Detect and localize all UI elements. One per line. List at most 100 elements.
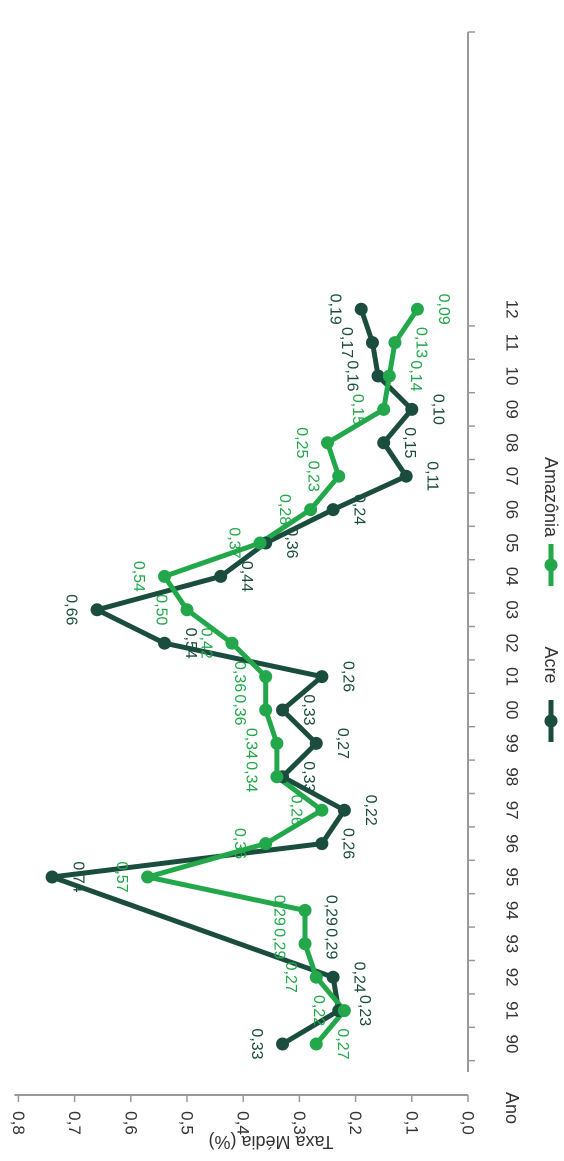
category-tick-label: 93: [503, 934, 522, 953]
data-point: [354, 302, 368, 316]
category-tick-label: 94: [503, 901, 522, 920]
data-point: [399, 469, 413, 483]
legend-swatch-marker: [544, 558, 558, 572]
category-tick-label: 04: [503, 567, 522, 586]
data-label: 0,17: [338, 327, 355, 358]
category-tick-label: 07: [503, 467, 522, 486]
data-label: 0,16: [344, 360, 361, 391]
data-point: [259, 703, 273, 717]
data-label: 0,14: [407, 360, 424, 391]
data-point: [315, 837, 329, 851]
data-label: 0,19: [327, 294, 344, 325]
data-point: [253, 536, 267, 550]
category-tick-label: 97: [503, 801, 522, 820]
data-point: [332, 469, 346, 483]
data-point: [337, 803, 351, 817]
data-label: 0,29: [271, 928, 288, 959]
data-label: 0,29: [323, 895, 340, 926]
category-tick-label: 90: [503, 1035, 522, 1054]
data-label: 0,74: [70, 861, 87, 892]
data-label: 0,09: [435, 294, 452, 325]
data-point: [158, 569, 172, 583]
category-tick-label: 05: [503, 534, 522, 553]
data-label: 0,24: [351, 494, 368, 525]
data-label: 0,50: [153, 594, 170, 625]
data-label: 0,23: [304, 461, 321, 492]
data-point: [259, 837, 273, 851]
data-label: 0,36: [231, 661, 248, 692]
category-tick-label: 09: [503, 400, 522, 419]
data-label: 0,29: [323, 928, 340, 959]
data-label: 0,28: [276, 494, 293, 525]
category-tick-label: 08: [503, 433, 522, 452]
category-tick-label: 03: [503, 600, 522, 619]
legend-item-acre: Acre: [541, 646, 561, 742]
data-point: [315, 803, 329, 817]
value-tick-label: 0,3: [290, 1111, 309, 1135]
category-tick-label: 12: [503, 300, 522, 319]
data-label: 0,23: [356, 995, 373, 1026]
category-tick-label: 11: [503, 334, 522, 352]
data-point: [270, 770, 284, 784]
data-point: [377, 402, 391, 416]
category-tick-label: 95: [503, 868, 522, 887]
data-point: [259, 670, 273, 684]
legend: Acre Amazônia: [541, 457, 561, 742]
value-tick-label: 0,8: [9, 1111, 28, 1135]
value-tick-label: 0,0: [459, 1111, 478, 1135]
legend-label: Amazônia: [541, 457, 561, 538]
data-point: [377, 436, 391, 450]
value-tick-label: 0,4: [234, 1111, 253, 1135]
data-point: [337, 1004, 351, 1018]
data-point: [315, 670, 329, 684]
legend-swatch-marker: [544, 714, 558, 728]
data-label: 0,33: [300, 694, 317, 725]
data-label: 0,27: [282, 962, 299, 993]
category-axis-title: Ano: [502, 1092, 522, 1124]
data-point: [371, 369, 385, 383]
data-label: 0,26: [339, 828, 356, 859]
data-point: [45, 870, 59, 884]
data-label: 0,29: [271, 895, 288, 926]
data-point: [298, 937, 312, 951]
data-point: [180, 603, 194, 617]
data-label: 0,15: [401, 427, 418, 458]
data-label: 0,33: [300, 761, 317, 792]
data-label: 0,26: [287, 795, 304, 826]
data-point: [326, 970, 340, 984]
category-tick-label: 99: [503, 734, 522, 753]
data-point: [90, 603, 104, 617]
data-point: [141, 870, 155, 884]
data-label: 0,15: [349, 394, 366, 425]
data-label: 0,44: [238, 561, 255, 592]
data-label: 0,36: [231, 694, 248, 725]
data-point: [304, 503, 318, 517]
data-label: 0,36: [231, 828, 248, 859]
data-point: [388, 336, 402, 350]
data-point: [270, 736, 284, 750]
data-point: [410, 302, 424, 316]
legend-item-amazônia: Amazônia: [541, 457, 561, 586]
axes: 90 91 92 93 94 95 96 97 98 99 00 01 02 03 04 05 06 07 08 09…: [9, 31, 522, 1152]
data-point: [276, 1037, 290, 1051]
category-tick-label: 10: [503, 367, 522, 386]
data-label: 0,57: [113, 861, 130, 892]
category-tick-label: 02: [503, 634, 522, 653]
data-point: [326, 503, 340, 517]
legend-label: Acre: [541, 646, 561, 683]
data-label: 0,22: [362, 795, 379, 826]
category-tick-label: 06: [503, 500, 522, 519]
data-label: 0,27: [334, 728, 351, 759]
data-point: [405, 402, 419, 416]
data-label: 0,54: [130, 561, 147, 592]
data-point: [214, 569, 228, 583]
data-labels: 0,33 0,23 0,24 0,74 0,26 0,22 0,33 0,27 0,33 0,26…: [63, 294, 452, 1060]
series-points: [45, 302, 424, 1051]
data-point: [276, 703, 290, 717]
data-label: 0,24: [351, 962, 368, 993]
data-label: 0,33: [248, 1028, 265, 1059]
data-label: 0,13: [412, 327, 429, 358]
data-point: [321, 436, 334, 450]
